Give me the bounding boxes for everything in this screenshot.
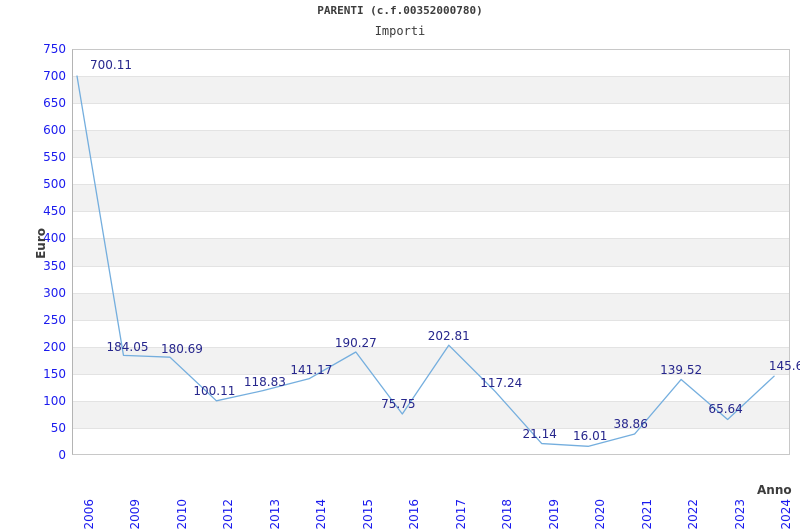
x-tick-label: 2022 bbox=[686, 499, 701, 530]
y-tick-label: 300 bbox=[43, 285, 66, 300]
data-point-label: 38.86 bbox=[613, 416, 648, 431]
y-axis-ticks: 0 50 100 150 200 250 300 350 400 450 500 550 600 650 7… bbox=[0, 0, 66, 500]
data-point-label: 184.05 bbox=[106, 340, 149, 355]
data-point-label: 75.75 bbox=[381, 396, 416, 411]
data-point-label: 65.64 bbox=[708, 402, 743, 417]
gridline bbox=[72, 400, 790, 402]
y-tick-label: 500 bbox=[43, 177, 66, 192]
data-point-label: 190.27 bbox=[334, 336, 377, 350]
data-point-label: 700.11 bbox=[90, 58, 132, 72]
gridline bbox=[72, 103, 790, 105]
data-point-label: 141.17 bbox=[290, 362, 333, 377]
gridline bbox=[72, 76, 790, 78]
gridline bbox=[72, 157, 790, 159]
plot-band bbox=[72, 184, 790, 212]
data-point-label: 145.6 bbox=[768, 359, 800, 374]
y-tick-label: 50 bbox=[50, 420, 66, 435]
y-tick-label: 350 bbox=[43, 258, 66, 273]
chart-title: PARENTI (c.f.00352000780) bbox=[317, 4, 483, 17]
plot-band bbox=[72, 238, 790, 266]
x-tick-label: 2014 bbox=[314, 499, 329, 530]
y-tick-label: 150 bbox=[43, 366, 66, 381]
gridline bbox=[72, 319, 790, 321]
x-axis-title: Anno bbox=[757, 483, 792, 497]
x-tick-label: 2006 bbox=[82, 499, 96, 530]
x-tick-label: 2019 bbox=[546, 499, 561, 530]
y-tick-label: 600 bbox=[43, 123, 66, 138]
y-tick-label: 650 bbox=[43, 96, 66, 111]
plot-band bbox=[72, 292, 790, 320]
x-tick-label: 2021 bbox=[639, 499, 654, 530]
gridline bbox=[72, 265, 790, 267]
gridline bbox=[72, 346, 790, 348]
series-layer bbox=[76, 75, 775, 447]
gridline bbox=[72, 238, 790, 240]
gridline bbox=[72, 130, 790, 132]
x-tick-label: 2018 bbox=[500, 499, 515, 530]
plot-band bbox=[72, 130, 790, 158]
y-tick-label: 100 bbox=[43, 393, 66, 408]
chart-subtitle: Importi bbox=[374, 24, 426, 38]
data-point-label: 180.69 bbox=[160, 342, 203, 357]
x-tick-label: 2020 bbox=[593, 499, 608, 530]
plot-band bbox=[72, 400, 790, 428]
x-tick-label: 2012 bbox=[221, 499, 236, 530]
gridline bbox=[72, 184, 790, 186]
y-tick-label: 0 bbox=[58, 448, 66, 462]
y-tick-label: 700 bbox=[43, 69, 66, 84]
x-tick-label: 2023 bbox=[732, 499, 747, 530]
y-tick-label: 550 bbox=[43, 150, 66, 165]
series-line-importi bbox=[76, 75, 775, 447]
x-tick-label: 2015 bbox=[360, 499, 375, 530]
x-tick-label: 2017 bbox=[453, 499, 468, 530]
plot-area bbox=[72, 49, 790, 455]
gridline bbox=[72, 373, 790, 375]
y-axis-title: Euro bbox=[34, 228, 48, 259]
gridline bbox=[72, 427, 790, 429]
data-point-label: 16.01 bbox=[573, 429, 608, 444]
plot-band bbox=[72, 76, 790, 104]
y-tick-label: 450 bbox=[43, 204, 66, 219]
x-tick-label: 2013 bbox=[267, 499, 282, 530]
data-point-label: 117.24 bbox=[480, 375, 523, 390]
data-point-label: 118.83 bbox=[243, 374, 286, 389]
x-tick-label: 2016 bbox=[407, 499, 422, 530]
plot-band bbox=[72, 346, 790, 374]
y-tick-label: 250 bbox=[43, 312, 66, 327]
x-tick-label: 2009 bbox=[128, 499, 143, 530]
y-tick-label: 750 bbox=[43, 42, 66, 56]
gridline bbox=[72, 292, 790, 294]
data-point-label: 139.52 bbox=[660, 363, 703, 378]
y-tick-label: 400 bbox=[43, 231, 66, 246]
gridline bbox=[72, 211, 790, 213]
data-point-label: 202.81 bbox=[427, 329, 470, 344]
data-point-label: 100.11 bbox=[193, 383, 236, 398]
x-tick-label: 2024 bbox=[779, 499, 794, 530]
y-tick-label: 200 bbox=[43, 339, 66, 354]
x-tick-label: 2010 bbox=[174, 499, 189, 530]
data-point-label: 21.14 bbox=[522, 426, 557, 441]
